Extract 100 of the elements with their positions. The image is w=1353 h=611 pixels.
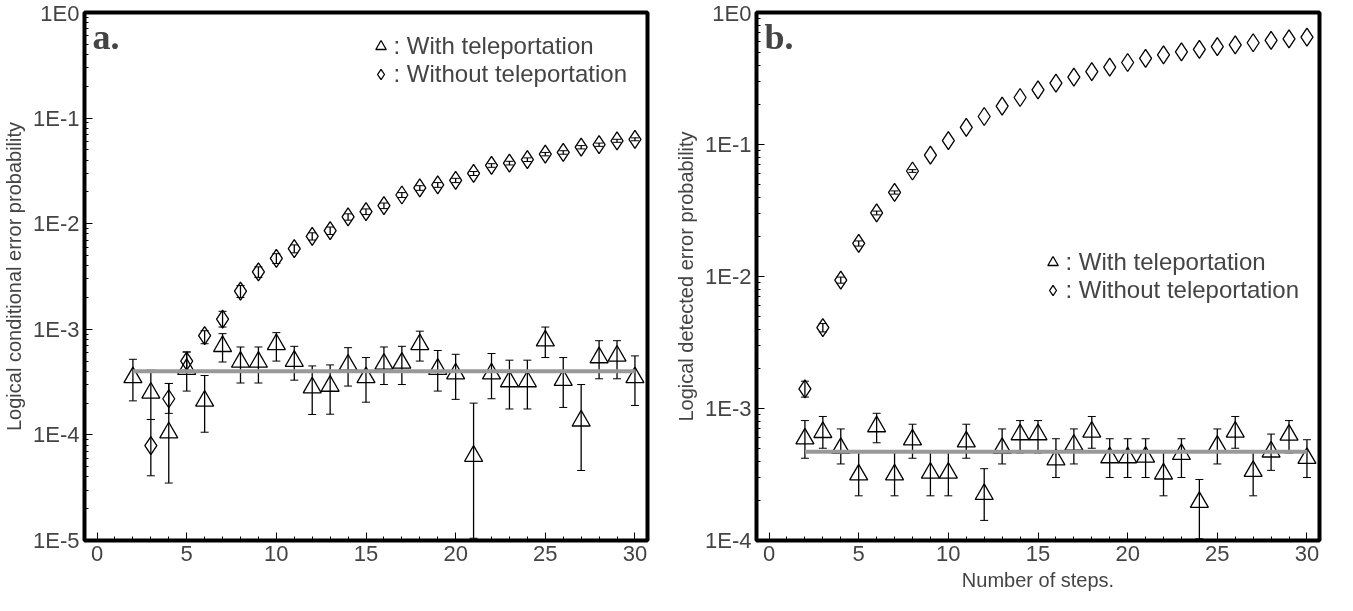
x-tick-label: 5: [852, 540, 865, 566]
x-tick-label: 15: [353, 540, 379, 566]
point: [1064, 433, 1084, 451]
point: [995, 96, 1009, 116]
point: [377, 196, 391, 216]
point: [431, 175, 445, 195]
y-axis-title: Logical conditional error probability: [3, 121, 26, 432]
point: [446, 362, 466, 380]
y-tick-label: 1E-2: [33, 211, 80, 237]
point: [884, 463, 905, 481]
point: [1082, 420, 1102, 438]
point: [795, 427, 815, 445]
point: [1067, 67, 1081, 87]
y-tick-label: 1E-3: [33, 316, 80, 342]
point: [230, 350, 251, 368]
legend-label: : With teleportation: [393, 32, 594, 60]
x-tick-label: 25: [1205, 540, 1230, 566]
point: [866, 415, 887, 433]
x-axis-title: Number of steps.: [961, 568, 1115, 591]
y-tick-label: 1E-2: [705, 264, 752, 289]
point: [177, 358, 197, 375]
point: [571, 409, 591, 427]
point: [1261, 440, 1281, 458]
point: [341, 207, 355, 227]
point: [869, 203, 884, 223]
y-tick-label: 1E0: [40, 0, 80, 26]
point: [1174, 42, 1189, 62]
point: [574, 137, 588, 157]
point: [517, 370, 538, 388]
point: [123, 366, 143, 384]
point: [428, 358, 448, 375]
point: [269, 248, 283, 268]
point: [923, 145, 938, 165]
point: [813, 421, 833, 439]
point: [374, 352, 394, 370]
point: [141, 381, 161, 399]
point: [302, 376, 322, 394]
x-tick-label: 5: [180, 540, 193, 566]
point: [466, 163, 481, 184]
point: [1135, 445, 1156, 463]
point: [1228, 35, 1242, 55]
point: [610, 131, 624, 151]
point: [266, 333, 286, 351]
point: [592, 135, 606, 155]
point: [1103, 57, 1117, 77]
point: [359, 202, 373, 222]
y-tick-label: 1E-4: [33, 422, 80, 448]
point: [905, 161, 920, 181]
point: [251, 262, 266, 282]
point: [1297, 447, 1317, 465]
point: [887, 182, 902, 203]
point: [589, 346, 609, 364]
point: [1156, 45, 1171, 65]
point: [959, 117, 973, 137]
point: [902, 428, 923, 446]
x-tick-label: 30: [622, 540, 648, 566]
point: [1246, 33, 1260, 53]
point: [1153, 462, 1174, 480]
point: [1225, 420, 1245, 438]
x-tick-label: 0: [90, 540, 104, 566]
point: [938, 461, 958, 479]
x-tick-label: 15: [1025, 540, 1051, 566]
point: [1100, 446, 1120, 464]
point: [392, 351, 412, 369]
x-tick-label: 25: [533, 540, 558, 566]
point: [535, 329, 555, 347]
point: [413, 178, 427, 198]
point: [481, 362, 502, 380]
point: [974, 483, 994, 501]
y-tick-label: 1E-3: [705, 396, 752, 421]
point: [1049, 73, 1063, 93]
y-tick-label: 1E-1: [705, 132, 752, 157]
point: [212, 335, 233, 353]
point: [463, 445, 484, 462]
point: [1300, 27, 1314, 47]
point: [956, 430, 976, 448]
point: [320, 375, 340, 392]
point: [1031, 80, 1045, 100]
point: [1028, 423, 1048, 441]
point: [538, 144, 552, 164]
y-tick-label: 1E-1: [33, 105, 80, 131]
x-tick-label: 10: [264, 540, 289, 566]
point: [159, 421, 179, 439]
chart-title: b.: [764, 16, 794, 57]
point: [1138, 48, 1153, 68]
point: [194, 389, 215, 407]
point: [834, 270, 848, 290]
point: [410, 333, 430, 351]
point: [1046, 448, 1066, 466]
point: [1279, 423, 1299, 441]
point: [356, 366, 376, 384]
y-axis-title: Logical detected error probability: [675, 131, 698, 422]
point: [628, 129, 642, 149]
point: [607, 344, 627, 362]
point: [248, 350, 269, 368]
point: [1118, 446, 1138, 464]
point: [849, 463, 869, 481]
point: [502, 153, 517, 173]
point: [305, 226, 319, 246]
point: [1243, 460, 1263, 478]
